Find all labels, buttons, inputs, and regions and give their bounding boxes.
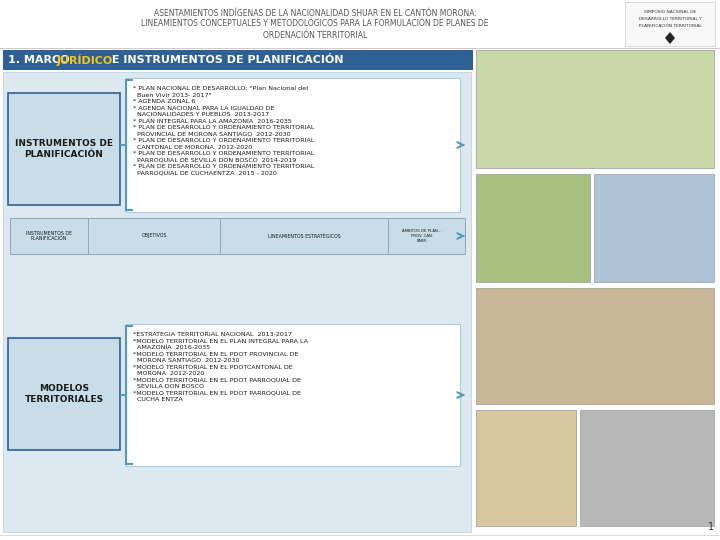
Text: *ESTRATEGIA TERRITORIAL NACIONAL  2013-2017
*MODELO TERRITORIAL EN EL PLAN INTEG: *ESTRATEGIA TERRITORIAL NACIONAL 2013-20… (133, 332, 308, 402)
Text: ASENTAMIENTOS INDÍGENAS DE LA NACIONALIDAD SHUAR EN EL CANTÓN MORONA:: ASENTAMIENTOS INDÍGENAS DE LA NACIONALID… (153, 9, 477, 17)
FancyBboxPatch shape (476, 174, 590, 282)
Text: LINEAMIENTOS CONCEPTUALES Y METODOLÓGICOS PARA LA FORMULACIÓN DE PLANES DE: LINEAMIENTOS CONCEPTUALES Y METODOLÓGICO… (141, 19, 489, 29)
FancyBboxPatch shape (3, 50, 473, 70)
FancyBboxPatch shape (0, 0, 720, 48)
FancyBboxPatch shape (10, 218, 465, 254)
FancyBboxPatch shape (594, 174, 714, 282)
Text: OBJETIVOS: OBJETIVOS (141, 233, 167, 239)
Text: PLANIFICACIÓN TERRITORIAL: PLANIFICACIÓN TERRITORIAL (639, 24, 701, 28)
Text: 1: 1 (708, 522, 714, 532)
FancyBboxPatch shape (476, 50, 714, 168)
Text: MODELOS
TERRITORIALES: MODELOS TERRITORIALES (24, 384, 104, 404)
Text: * PLAN NACIONAL DE DESARROLLO: "Plan Nacional del
  Buen Vivir 2013- 2017"
* AGE: * PLAN NACIONAL DE DESARROLLO: "Plan Nac… (133, 86, 315, 176)
FancyBboxPatch shape (126, 324, 460, 466)
Text: E INSTRUMENTOS DE PLANIFICACIÓN: E INSTRUMENTOS DE PLANIFICACIÓN (108, 55, 343, 65)
FancyBboxPatch shape (625, 2, 715, 46)
Text: DESARROLLO TERRITORIAL Y: DESARROLLO TERRITORIAL Y (639, 17, 701, 21)
FancyBboxPatch shape (3, 72, 471, 532)
Text: ÁMBITOS DE PLAN...
PROV. CAN.
PARR.: ÁMBITOS DE PLAN... PROV. CAN. PARR. (402, 230, 442, 242)
Text: SIMPOSIO NACIONAL DE: SIMPOSIO NACIONAL DE (644, 10, 696, 14)
Text: LINEAMIENTOS ESTRATÉGICOS: LINEAMIENTOS ESTRATÉGICOS (268, 233, 341, 239)
FancyBboxPatch shape (8, 93, 120, 205)
Text: ORDENACIÓN TERRITORIAL: ORDENACIÓN TERRITORIAL (263, 30, 367, 39)
Text: INSTRUMENTOS DE
PLANIFICACIÓN: INSTRUMENTOS DE PLANIFICACIÓN (15, 139, 113, 159)
Polygon shape (665, 32, 675, 44)
Text: 1. MARCO: 1. MARCO (8, 55, 73, 65)
Text: JURÍDICO: JURÍDICO (57, 54, 113, 66)
FancyBboxPatch shape (8, 338, 120, 450)
FancyBboxPatch shape (580, 410, 714, 526)
FancyBboxPatch shape (126, 78, 460, 212)
Text: INSTRUMENTOS DE
PLANIFICACIÓN: INSTRUMENTOS DE PLANIFICACIÓN (26, 231, 72, 241)
FancyBboxPatch shape (476, 410, 576, 526)
FancyBboxPatch shape (476, 288, 714, 404)
